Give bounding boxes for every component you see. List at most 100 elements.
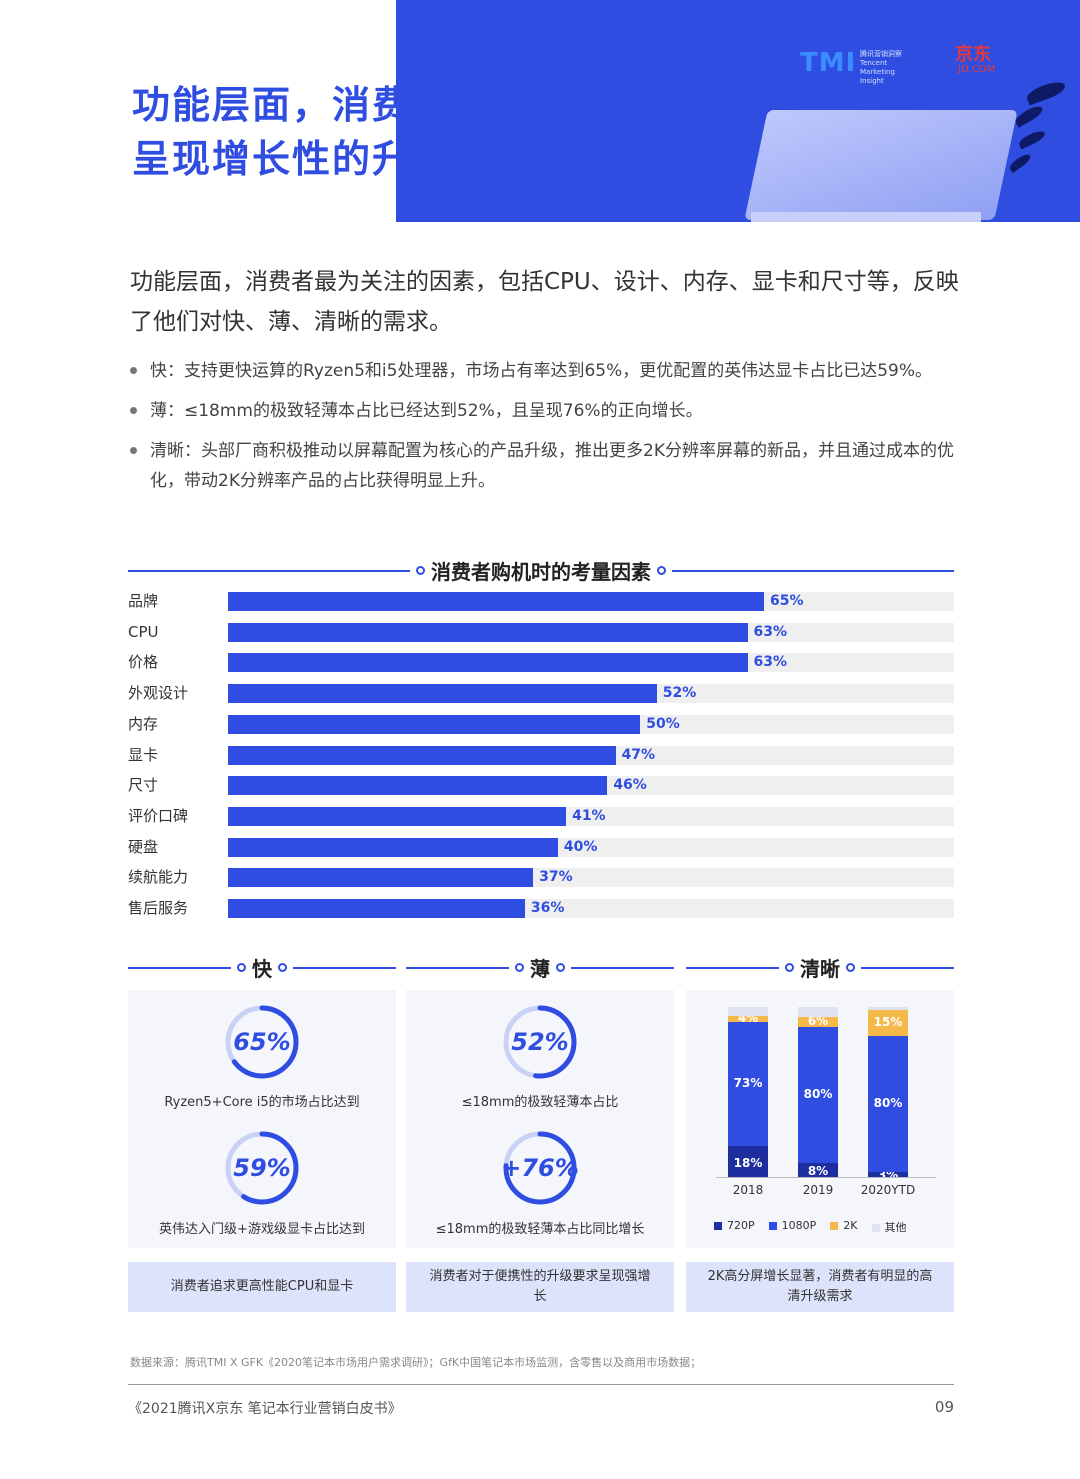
stacked-value-label: 80% — [873, 1095, 903, 1110]
clear-section-header: 清晰 — [686, 953, 954, 982]
page-title-line-1: 功能层面，消费者对于快、薄、高清 — [132, 83, 773, 127]
stacked-value-label: 6% — [807, 1014, 829, 1029]
bullet-list: 快：支持更快运算的Ryzen5和i5处理器，市场占有率达到65%，更优配置的英伟… — [128, 356, 958, 506]
ring-stat-fast-2: 59% — [222, 1128, 302, 1208]
bar-track — [228, 684, 954, 704]
bar-track — [228, 868, 954, 888]
bullet-thin: 薄：≤18mm的极致轻薄本占比已经达到52%，且呈现76%的正向增长。 — [128, 396, 958, 426]
data-source-note: 数据来源：腾讯TMI X GFK《2020笔记本市场用户需求调研》；GfK中国笔… — [130, 1356, 702, 1369]
bar-value-label: 63% — [753, 623, 788, 640]
legend-swatch — [830, 1222, 839, 1230]
tmi-logo: TMI — [800, 48, 857, 78]
stacked-value-label: 18% — [733, 1155, 763, 1170]
stacked-segment — [798, 1007, 838, 1018]
bar-category-label: CPU — [128, 622, 159, 641]
bar-row: CPU 63% — [128, 622, 954, 642]
stacked-x-label: 2018 — [732, 1183, 764, 1197]
bar-value-label: 36% — [530, 900, 565, 916]
legend-item: 其他 — [871, 1219, 907, 1235]
stacked-x-label: 2020YTD — [860, 1183, 916, 1197]
bar-value-label: 47% — [621, 746, 656, 763]
page-title-line-2: 呈现增长性的升级需求 — [132, 137, 533, 181]
bar-row: 售后服务 36% — [128, 898, 954, 918]
bar — [228, 837, 558, 857]
header-dot-icon — [515, 963, 524, 972]
ring-stat-thin-1: 52% — [500, 1002, 580, 1082]
ring-progress — [503, 1131, 577, 1205]
stacked-segment — [798, 1017, 838, 1028]
page-number: 09 — [934, 1398, 954, 1416]
bullet-clear: 清晰：头部厂商积极推动以屏幕配置为核心的产品升级，推出更多2K分辨率屏幕的新品，… — [128, 436, 958, 496]
fast-panel: 65% Ryzen5+Core i5的市场占比达到 59% 英伟达入门级+游戏级… — [128, 990, 396, 1248]
stacked-segment — [868, 1007, 908, 1011]
bar — [228, 592, 764, 611]
page-title: 功能层面，消费者对于快、薄、高清 呈现增长性的升级需求 — [132, 78, 772, 186]
stacked-value-label: 80% — [803, 1087, 833, 1102]
legend-swatch — [714, 1222, 722, 1230]
bar-track — [228, 776, 954, 796]
bar-category-label: 价格 — [128, 653, 159, 672]
bar — [228, 868, 534, 888]
stacked-value-label: 8% — [807, 1164, 829, 1179]
bar-row: 显卡 47% — [128, 745, 954, 765]
bar-value-label: 63% — [753, 654, 788, 671]
leaf-decoration — [1013, 103, 1045, 128]
clear-summary: 2K高分屏增长显著，消费者有明显的高清升级需求 — [686, 1262, 954, 1312]
stacked-value-label: 15% — [873, 1015, 903, 1030]
laptop-base-illustration — [751, 212, 981, 222]
bar — [228, 745, 616, 765]
laptop-illustration — [744, 110, 1018, 220]
legend-item: 1080P — [768, 1219, 816, 1235]
jd-logo: 京东 — [955, 44, 991, 65]
bar-category-label: 内存 — [128, 714, 159, 733]
stacked-segment — [868, 1010, 908, 1036]
ring-stat-fast-1: 65% — [222, 1002, 302, 1082]
header-dot-icon — [556, 963, 565, 972]
bar-row: 尺寸 46% — [128, 775, 954, 796]
ring-stat-caption: Ryzen5+Core i5的市场占比达到 — [164, 1095, 360, 1110]
stacked-segment — [728, 1007, 768, 1016]
resolution-legend: 720P 1080P 2K 其他 — [714, 1219, 907, 1235]
bar-track — [228, 714, 954, 734]
bar-value-label: 46% — [613, 777, 647, 794]
intro-paragraph: 功能层面，消费者最为关注的因素，包括CPU、设计、内存、显卡和尺寸等，反映了他们… — [130, 269, 959, 335]
stacked-segment — [728, 1022, 768, 1147]
stacked-segment — [798, 1027, 838, 1164]
bar-value-label: 65% — [770, 593, 804, 609]
stacked-x-label: 2019 — [802, 1183, 834, 1197]
thin-section-header: 薄 — [406, 953, 674, 982]
stacked-segment — [798, 1163, 838, 1177]
bar-category-label: 续航能力 — [128, 868, 189, 887]
bar-value-label: 40% — [563, 838, 598, 855]
progress-ring-icon — [503, 1131, 577, 1205]
ring-stat-value: +76% — [501, 1154, 579, 1182]
stacked-segment — [868, 1171, 908, 1177]
legend-item: 2K — [830, 1219, 858, 1235]
bar-value-label: 37% — [539, 869, 573, 886]
bar-row: 价格 63% — [128, 652, 954, 673]
bar — [228, 684, 657, 704]
ring-progress — [225, 1131, 299, 1205]
bar-row: 内存 50% — [128, 714, 954, 734]
bar-track — [228, 806, 954, 826]
bar-category-label: 硬盘 — [128, 837, 159, 856]
bar-track — [228, 837, 954, 857]
bar — [228, 653, 748, 673]
leaf-decoration — [1017, 128, 1047, 150]
bar-chart-header: 消费者购机时的考量因素 — [128, 556, 954, 585]
stacked-segment — [868, 1035, 908, 1172]
ring-stat-caption: ≤18mm的极致轻薄本占比同比增长 — [435, 1222, 645, 1237]
jd-logo-subtext: JD.COM — [958, 64, 996, 75]
leaf-decoration — [1007, 151, 1033, 174]
legend-item: 720P — [714, 1219, 755, 1235]
bar — [228, 714, 641, 734]
bar — [228, 776, 608, 796]
ring-stat-value: 59% — [233, 1154, 291, 1182]
header-banner — [396, 0, 1080, 222]
header-dot-icon — [657, 566, 666, 575]
bar-row: 品牌 65% — [128, 591, 954, 611]
bar-track — [228, 899, 954, 918]
bar-value-label: 50% — [646, 715, 680, 732]
bar-row: 续航能力 37% — [128, 867, 954, 888]
footer-divider — [128, 1384, 954, 1385]
